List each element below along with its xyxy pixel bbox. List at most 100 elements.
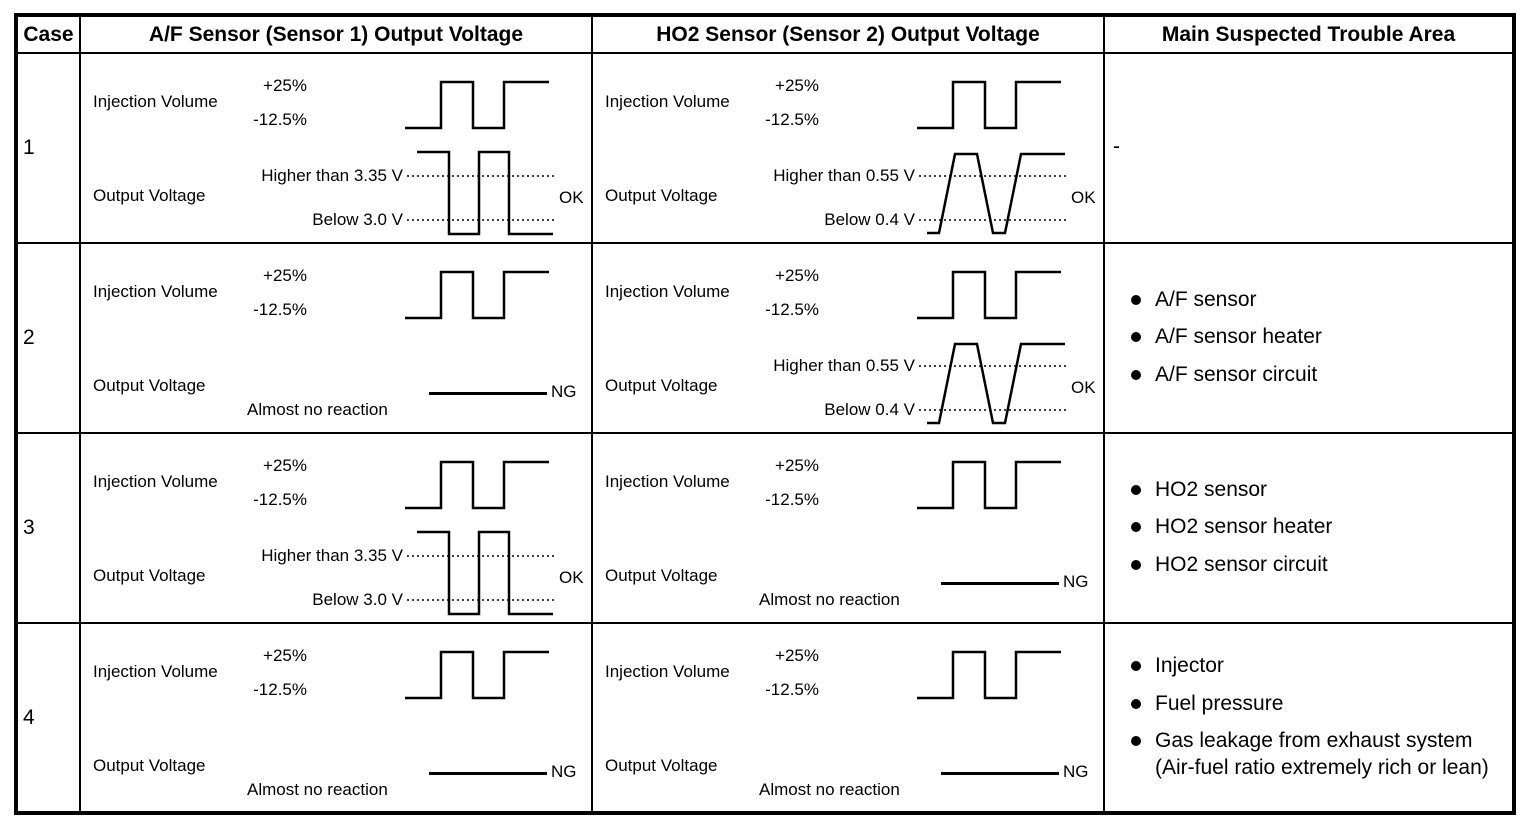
threshold-low-label: Below 3.0 V [312,210,403,229]
af-waveform-panel: Injection Volume +25% -12.5% Output Volt… [81,434,591,620]
injection-waveform [405,80,549,130]
trouble-item-label: HO2 sensor [1155,478,1268,502]
table-row-case-1: 1 Injection Volume +25% -12.5% Output Vo… [15,52,1515,244]
injection-waveform [917,460,1061,510]
ho2-waveform-panel: Injection Volume +25% -12.5% Output Volt… [593,434,1103,620]
af-output-cell: Injection Volume +25% -12.5% Output Volt… [79,432,593,624]
flat-line-waveform [941,582,1059,585]
threshold-high-label: Higher than 3.35 V [261,546,403,565]
ho2-waveform-panel: Injection Volume +25% -12.5% Output Volt… [593,54,1103,240]
list-item: HO2 sensor heater [1131,513,1504,540]
almost-no-reaction-label: Almost no reaction [247,780,388,799]
bullet-icon [1131,485,1141,496]
injection-volume-label: Injection Volume [93,282,218,301]
injection-low-label: -12.5% [765,490,819,509]
ho2-output-cell: Injection Volume +25% -12.5% Output Volt… [591,242,1105,434]
list-item: HO2 sensor [1131,476,1504,503]
trouble-item-label: A/F sensor heater [1155,325,1322,349]
threshold-high-label: Higher than 3.35 V [261,166,403,185]
bullet-icon [1131,522,1141,533]
trouble-item-label: Fuel pressure [1155,691,1284,715]
injection-volume-label: Injection Volume [605,472,730,491]
injection-waveform [917,80,1061,130]
injection-volume-label: Injection Volume [605,92,730,111]
output-voltage-label: Output Voltage [93,566,206,585]
af-output-cell: Injection Volume +25% -12.5% Output Volt… [79,242,593,434]
column-header-trouble-area: Main Suspected Trouble Area [1103,14,1515,54]
injection-low-label: -12.5% [765,110,819,129]
flat-line-waveform [429,392,547,395]
bullet-icon [1131,332,1141,343]
trouble-area-content: - [1105,54,1512,240]
injection-low-label: -12.5% [253,680,307,699]
ho2-waveform-panel: Injection Volume +25% -12.5% Output Volt… [593,624,1103,810]
flat-line-waveform [941,772,1059,775]
output-voltage-label: Output Voltage [605,376,718,395]
trouble-item-label: A/F sensor circuit [1155,362,1318,386]
af-waveform-panel: Injection Volume +25% -12.5% Output Volt… [81,244,591,430]
output-voltage-label: Output Voltage [93,186,206,205]
injection-volume-label: Injection Volume [605,662,730,681]
threshold-low-label: Below 3.0 V [312,590,403,609]
output-voltage-label: Output Voltage [93,756,206,775]
injection-high-label: +25% [775,266,819,285]
sensor-diagnostic-table: Case A/F Sensor (Sensor 1) Output Voltag… [14,13,1516,815]
bullet-icon [1131,559,1141,570]
flat-line-waveform [429,772,547,775]
trouble-area-cell: Injector Fuel pressure Gas leakage from … [1103,622,1515,814]
injection-volume-label: Injection Volume [93,662,218,681]
trouble-area-cell: HO2 sensor HO2 sensor heater HO2 sensor … [1103,432,1515,624]
list-item: Injector [1131,652,1504,679]
list-item: HO2 sensor circuit [1131,551,1504,578]
ho2-output-cell: Injection Volume +25% -12.5% Output Volt… [591,52,1105,244]
verdict-label: NG [551,762,577,781]
table-row-case-2: 2 Injection Volume +25% -12.5% Output Vo… [15,242,1515,434]
output-waveform-square [407,150,555,236]
output-voltage-label: Output Voltage [605,756,718,775]
threshold-low-label: Below 0.4 V [824,210,915,229]
verdict-label: OK [559,568,584,587]
verdict-label: OK [559,188,584,207]
injection-low-label: -12.5% [765,300,819,319]
almost-no-reaction-label: Almost no reaction [759,590,900,609]
case-number: 4 [15,622,81,814]
injection-low-label: -12.5% [253,110,307,129]
trouble-item-label: HO2 sensor circuit [1155,552,1328,576]
output-waveform-square [407,530,555,616]
verdict-label: NG [1063,762,1089,781]
almost-no-reaction-label: Almost no reaction [247,400,388,419]
list-item: Gas leakage from exhaust system (Air-fue… [1131,727,1504,782]
output-voltage-label: Output Voltage [93,376,206,395]
injection-high-label: +25% [263,646,307,665]
trouble-area-cell: A/F sensor A/F sensor heater A/F sensor … [1103,242,1515,434]
bullet-icon [1131,698,1141,709]
trouble-item-label: A/F sensor [1155,288,1257,312]
case-number: 3 [15,432,81,624]
injection-high-label: +25% [775,456,819,475]
verdict-label: NG [1063,572,1089,591]
output-waveform-trapezoid [919,342,1067,425]
case-number: 1 [15,52,81,244]
trouble-area-list: HO2 sensor HO2 sensor heater HO2 sensor … [1105,434,1512,620]
case-number: 2 [15,242,81,434]
column-header-ho2-sensor: HO2 Sensor (Sensor 2) Output Voltage [591,14,1105,54]
verdict-label: OK [1071,188,1096,207]
output-waveform-trapezoid [919,152,1067,235]
injection-high-label: +25% [263,76,307,95]
trouble-item-label: Gas leakage from exhaust system (Air-fue… [1155,729,1489,780]
threshold-high-label: Higher than 0.55 V [773,166,915,185]
injection-low-label: -12.5% [765,680,819,699]
ho2-waveform-panel: Injection Volume +25% -12.5% Output Volt… [593,244,1103,430]
table-row-case-3: 3 Injection Volume +25% -12.5% Output Vo… [15,432,1515,624]
injection-low-label: -12.5% [253,300,307,319]
injection-volume-label: Injection Volume [93,472,218,491]
injection-high-label: +25% [775,76,819,95]
af-waveform-panel: Injection Volume +25% -12.5% Output Volt… [81,624,591,810]
trouble-area-list: A/F sensor A/F sensor heater A/F sensor … [1105,244,1512,430]
threshold-high-label: Higher than 0.55 V [773,356,915,375]
trouble-dash: - [1113,135,1120,158]
output-voltage-label: Output Voltage [605,186,718,205]
trouble-item-label: Injector [1155,654,1224,678]
injection-high-label: +25% [775,646,819,665]
trouble-area-list: Injector Fuel pressure Gas leakage from … [1105,624,1512,810]
